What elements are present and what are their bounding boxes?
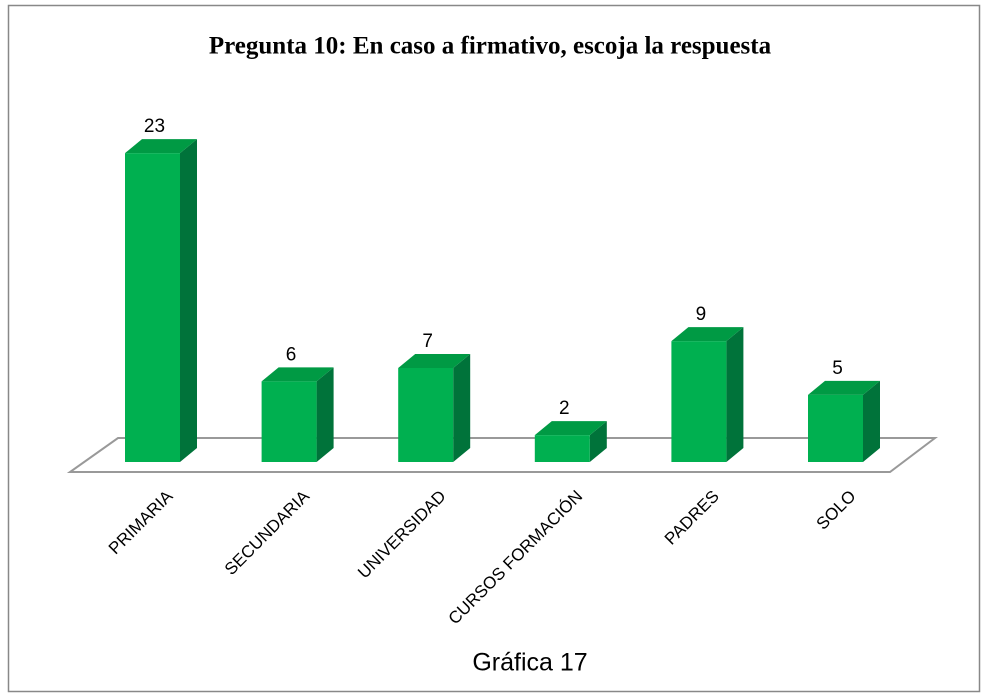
bar <box>534 421 607 462</box>
floor <box>66 437 938 473</box>
bar-side <box>726 327 744 462</box>
bar <box>125 139 197 463</box>
bar-top <box>398 353 471 368</box>
bar-front <box>671 341 727 462</box>
value-label: 2 <box>559 398 570 419</box>
value-label: 5 <box>832 358 843 379</box>
bar-top <box>125 139 197 154</box>
bar-front <box>261 381 317 462</box>
bar-top <box>671 327 744 342</box>
bar-side <box>589 421 607 462</box>
bar <box>671 327 744 462</box>
value-label: 6 <box>286 344 297 365</box>
chart-title: Pregunta 10: En caso a firmativo, escoja… <box>209 33 772 60</box>
bar-side <box>316 367 334 462</box>
bar-side <box>453 353 471 462</box>
bar-top <box>534 421 607 436</box>
bar-side <box>863 380 880 462</box>
bar <box>398 353 471 462</box>
bar-front <box>808 394 863 462</box>
bar-top <box>808 380 880 395</box>
bar-top <box>261 367 334 382</box>
value-label: 23 <box>144 116 165 137</box>
bar <box>261 367 334 462</box>
caption: Gráfica 17 <box>472 649 587 677</box>
value-label: 9 <box>696 304 707 325</box>
value-label: 7 <box>422 331 433 352</box>
bar-front <box>398 367 454 462</box>
bar-front <box>125 153 180 463</box>
bar <box>808 380 880 462</box>
bar-front <box>534 435 590 462</box>
bar-side <box>180 139 197 463</box>
